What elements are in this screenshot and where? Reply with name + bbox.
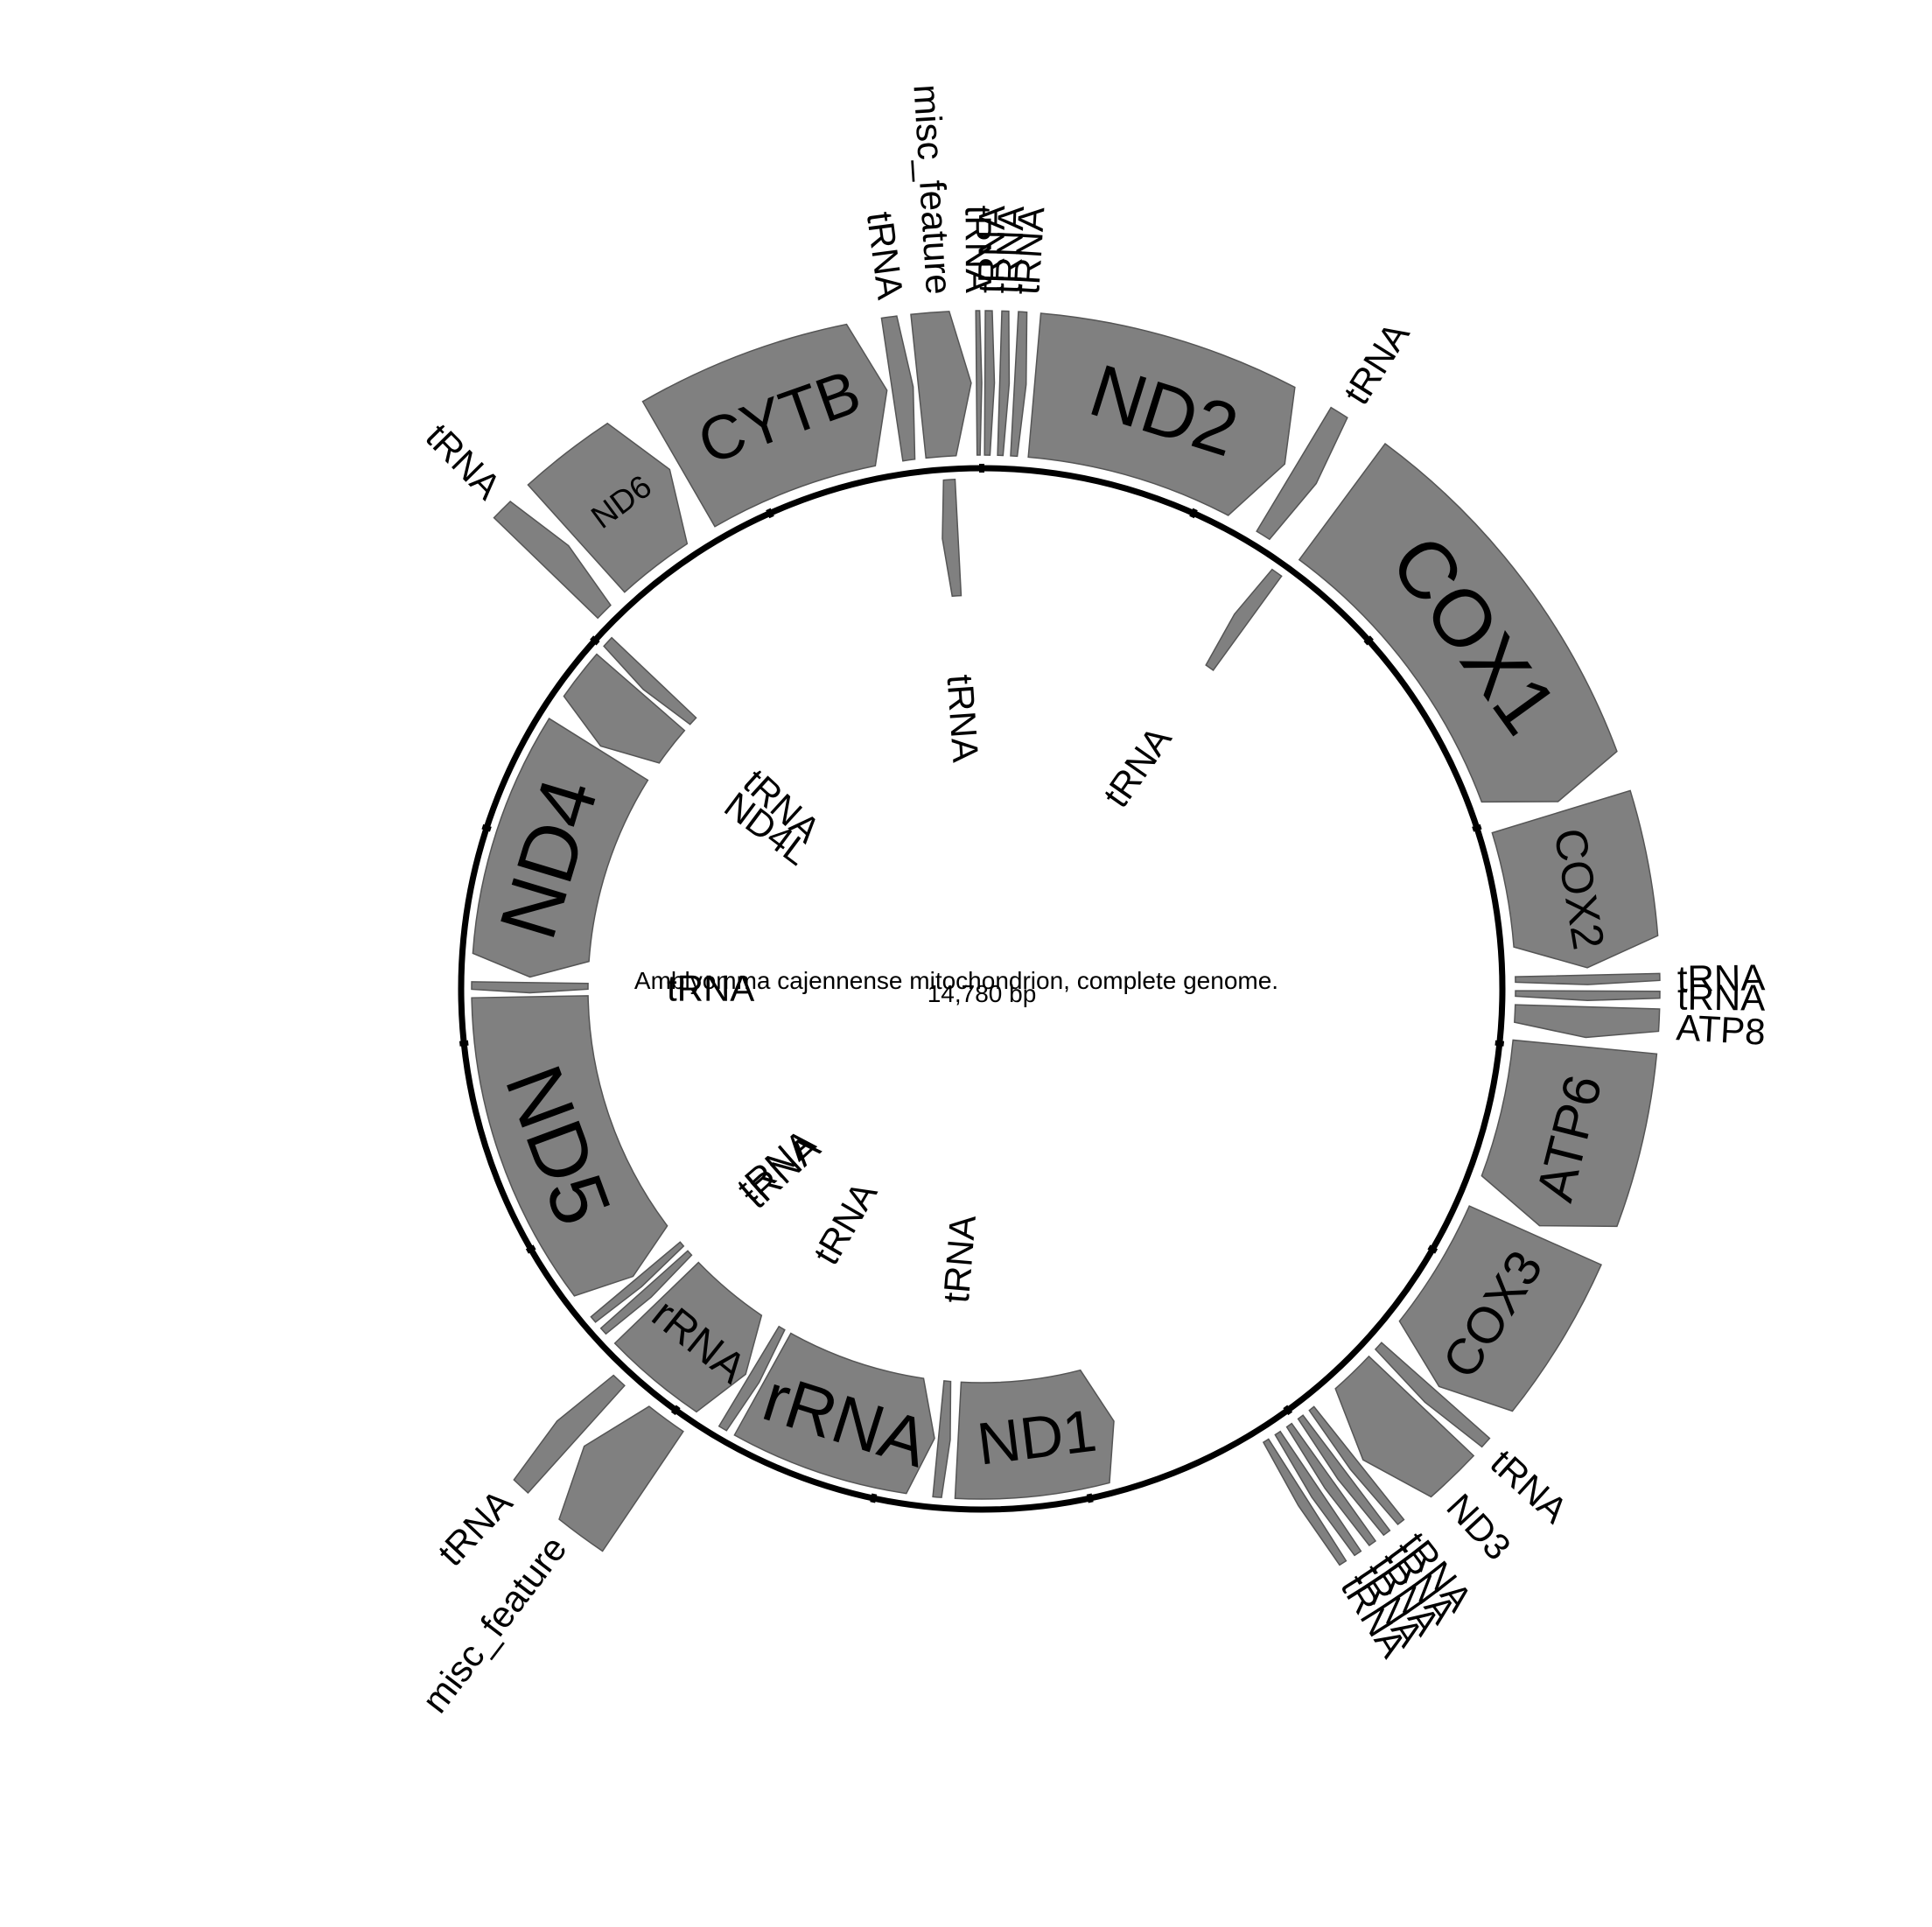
feature-trna-27 [471,981,589,994]
feature-label-trna-6: tRNA [1677,977,1766,1019]
feature-label-nd1-17: ND1 [974,1398,1100,1478]
feature-label-trna-2: tRNA [1096,719,1180,815]
feature-label-nd4-28: ND4 [483,768,615,949]
feature-label-trna-1: tRNA [1335,315,1417,411]
feature-label-trna-23: tRNA [430,1482,520,1573]
feature-trna-23 [513,1374,626,1494]
backbone-tick [1494,1040,1505,1047]
feature-trna-14 [1285,1422,1377,1547]
backbone-tick [670,1405,681,1416]
feature-label-trna-31: tRNA [418,416,509,508]
feature-label-trna-18: tRNA [935,1214,984,1305]
backbone-tick [590,635,600,646]
backbone-tick [766,508,774,519]
feature-cox3-9 [1398,1205,1602,1412]
feature-nd1-17 [954,1369,1115,1500]
feature-label-misc-feature-22: misc_feature [414,1528,575,1720]
feature-cox2-4 [1491,789,1659,969]
feature-trna-30 [603,636,697,725]
feature-label-misc-feature-36: misc_feature [906,83,960,296]
feature-trna-12 [1308,1405,1405,1525]
feature-label-trna-5: tRNA [1677,956,1766,999]
feature-trna-1 [1256,406,1348,541]
backbone-tick [1086,1493,1094,1503]
feature-trna-15 [1274,1430,1362,1557]
feature-trna-38 [984,310,996,456]
feature-cox1-3 [1298,442,1618,803]
feature-layer [471,310,1661,1566]
feature-trna-39 [997,310,1011,457]
feature-rrna-19 [733,1332,935,1495]
feature-trna-31 [493,500,612,620]
feature-label-trna-38: tRNA [970,205,1012,293]
feature-trna-16 [1262,1438,1348,1566]
genome-title: Amblyomma cajennense mitochondrion, comp… [634,967,1278,994]
feature-nd5-26 [471,995,668,1297]
feature-cytb-33 [641,323,888,528]
backbone-tick [870,1493,878,1503]
feature-trna-6 [1515,990,1661,1002]
tick-layer [458,464,1505,1503]
feature-trna-18 [932,1380,952,1498]
feature-misc-feature-22 [558,1405,684,1552]
feature-trna-2 [1205,568,1283,671]
feature-rrna-21 [613,1261,763,1413]
feature-label-trna-34: tRNA [859,209,912,302]
feature-trna-35 [942,479,962,598]
backbone-tick [481,823,492,832]
feature-atp8-7 [1514,1004,1661,1039]
feature-label-trna-39: tRNA [987,205,1032,294]
feature-trna-13 [1297,1414,1391,1537]
feature-nd3-11 [1334,1355,1475,1498]
backbone-tick [1472,823,1482,832]
feature-atp6-8 [1480,1039,1658,1228]
backbone-tick [1189,508,1198,519]
feature-trna-24 [599,1250,693,1335]
feature-trna-20 [718,1325,786,1432]
feature-trna-25 [590,1241,685,1323]
feature-trna-5 [1515,972,1661,985]
feature-nd2-0 [1027,312,1296,516]
feature-label-trna-27: tRNA [667,968,754,1009]
feature-label-trna-35: tRNA [939,673,986,763]
feature-label-trna-40: tRNA [1005,206,1052,296]
genome-length-label: 14,780 bp [928,980,1037,1007]
feature-trna-10 [1374,1342,1491,1448]
feature-label-trna-37: tRNA [958,206,999,294]
backbone-tick [1283,1405,1293,1416]
backbone-tick [458,1040,469,1047]
feature-nd4-28 [472,718,649,978]
feature-nd6-32 [527,422,689,593]
feature-trna-40 [1010,311,1028,458]
feature-nd4l-29 [563,653,686,764]
feature-trna-37 [975,310,983,456]
backbone-tick [1427,1244,1438,1254]
feature-label-atp8-7: ATP8 [1676,1006,1767,1053]
backbone-tick [525,1244,536,1254]
feature-label-trna-20: tRNA [805,1174,885,1271]
feature-trna-34 [880,315,916,462]
feature-misc-feature-36 [910,311,972,459]
backbone-tick [1363,635,1374,646]
